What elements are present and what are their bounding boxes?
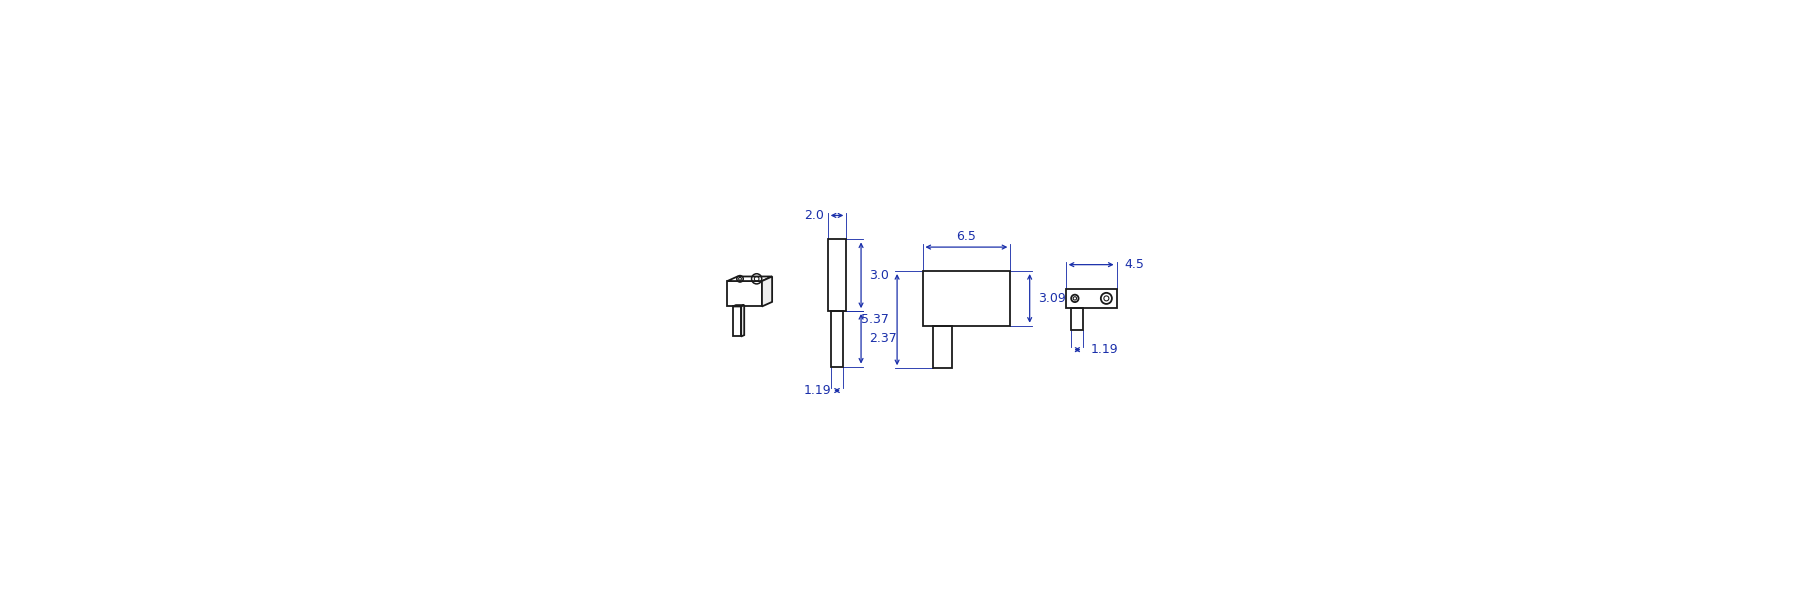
Text: 2.37: 2.37 xyxy=(869,332,896,346)
Polygon shape xyxy=(761,277,772,307)
Text: 3.0: 3.0 xyxy=(869,269,889,282)
Bar xyxy=(1066,289,1116,308)
Bar xyxy=(828,239,846,311)
Text: 5.37: 5.37 xyxy=(860,313,889,326)
Text: 2.0: 2.0 xyxy=(805,209,824,222)
Bar xyxy=(832,311,842,367)
Text: 6.5: 6.5 xyxy=(956,230,976,244)
Polygon shape xyxy=(727,281,761,307)
Bar xyxy=(934,326,952,368)
Bar xyxy=(922,271,1010,326)
Polygon shape xyxy=(733,307,742,337)
Bar xyxy=(1071,308,1084,330)
Text: 1.19: 1.19 xyxy=(803,384,832,397)
Polygon shape xyxy=(727,277,772,281)
Polygon shape xyxy=(733,305,743,307)
Polygon shape xyxy=(742,305,743,337)
Text: 1.19: 1.19 xyxy=(1091,343,1118,356)
Text: 4.5: 4.5 xyxy=(1125,258,1145,271)
Text: 3.09: 3.09 xyxy=(1039,292,1066,305)
